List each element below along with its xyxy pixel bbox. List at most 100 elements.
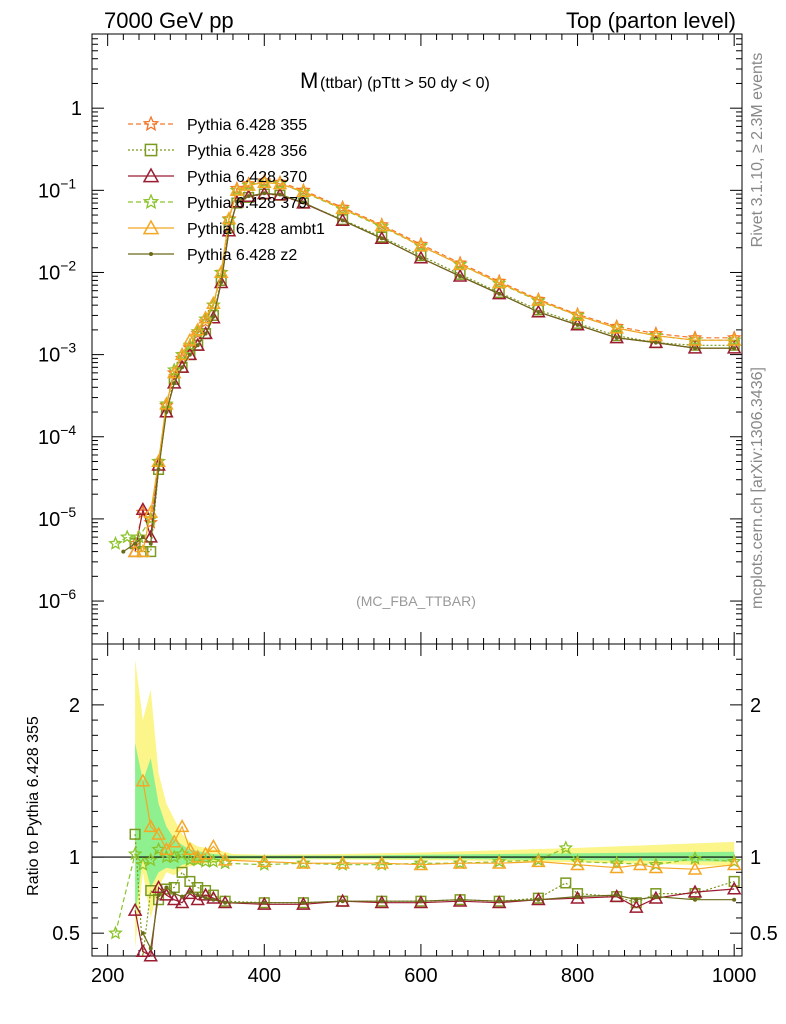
- y-tick-label: 1: [69, 847, 80, 869]
- legend-entry: Pythia 6.428 356: [128, 143, 307, 160]
- ratio-point: [223, 900, 228, 905]
- ratio-line: [142, 780, 735, 870]
- ratio-point: [726, 857, 742, 871]
- data-point: [732, 346, 737, 351]
- legend-entry: Pythia 6.428 ambt1: [128, 219, 325, 238]
- ratio-point: [536, 897, 541, 902]
- data-point: [211, 314, 216, 319]
- ratio-point: [127, 902, 143, 916]
- ratio-point: [180, 894, 185, 899]
- ratio-point: [379, 899, 384, 904]
- data-point: [135, 501, 151, 516]
- data-point: [570, 306, 585, 321]
- ratio-line: [142, 886, 735, 951]
- legend-marker: [149, 252, 153, 256]
- ratio-point: [609, 855, 625, 870]
- legend-label: Pythia 6.428 370: [187, 169, 307, 186]
- data-point: [491, 273, 507, 288]
- ratio-point: [687, 850, 703, 865]
- ratio-point: [257, 854, 272, 868]
- stat-band: [135, 742, 735, 918]
- main-plot-series: [108, 173, 742, 558]
- ratio-point: [413, 855, 429, 870]
- ratio-point: [164, 885, 169, 890]
- legend-label: Pythia 6.428 356: [187, 143, 307, 160]
- data-point: [531, 291, 546, 306]
- ratio-point: [262, 900, 267, 905]
- data-point: [231, 197, 243, 209]
- ratio-point: [135, 943, 151, 957]
- ratio-point: [693, 897, 698, 902]
- ratio-plot-ticks: 200 400 600 800 1000 0.5 0.5 1 1 2 2: [52, 644, 778, 987]
- data-point: [234, 199, 239, 204]
- y-tick-label: 1: [71, 98, 82, 120]
- data-point: [452, 268, 468, 282]
- data-point: [726, 332, 742, 346]
- ratio-point: [560, 877, 572, 889]
- legend-entry: Pythia 6.428 379: [128, 193, 307, 212]
- ratio-point: [257, 896, 272, 910]
- data-point: [413, 236, 429, 251]
- header-left: 7000 GeV pp: [104, 8, 234, 33]
- legend: Pythia 6.428 355 Pythia 6.428 356 Pythia 6…: [128, 115, 325, 264]
- data-point: [609, 320, 624, 334]
- ratio-point: [726, 881, 742, 895]
- ratio-point: [151, 826, 166, 840]
- data-point: [135, 544, 151, 558]
- ratio-point: [558, 840, 574, 855]
- ratio-point: [160, 883, 172, 895]
- data-point: [166, 365, 182, 379]
- data-point: [687, 332, 703, 347]
- y-tick-label: 10−3: [38, 340, 76, 367]
- ratio-point: [340, 899, 345, 904]
- ratio-point: [629, 899, 644, 913]
- x-tick-label: 200: [91, 965, 124, 987]
- ratio-point: [614, 893, 619, 898]
- y-tick-label: 10−5: [38, 504, 76, 531]
- ratio-point: [206, 890, 221, 904]
- data-point: [213, 264, 229, 279]
- ratio-series: [140, 885, 737, 951]
- data-point: [213, 264, 229, 279]
- ratio-point: [452, 855, 468, 870]
- ratio-point: [296, 855, 311, 870]
- data-point: [203, 331, 208, 336]
- data-point: [127, 544, 143, 558]
- plot-title-rest: (ttbar) (pTtt > 50 dy < 0): [320, 75, 490, 92]
- ratio-point: [570, 857, 585, 871]
- data-point: [374, 217, 390, 232]
- ratio-point: [151, 879, 166, 894]
- data-point: [159, 404, 174, 418]
- ratio-point: [217, 852, 233, 866]
- x-tick-label: 600: [404, 965, 437, 987]
- data-point: [148, 541, 153, 546]
- ratio-point: [452, 893, 468, 907]
- ratio-point: [634, 897, 639, 902]
- ratio-point: [172, 891, 177, 896]
- ratio-point: [374, 895, 390, 909]
- data-point: [174, 359, 190, 373]
- legend-label: Pythia 6.428 355: [187, 117, 307, 134]
- y-tick-label: 10−4: [38, 422, 76, 449]
- legend-marker: [142, 219, 160, 235]
- data-point: [164, 410, 169, 415]
- data-point: [227, 227, 232, 232]
- data-point: [187, 352, 192, 357]
- ratio-point: [687, 861, 703, 875]
- ratio-point: [108, 925, 123, 940]
- data-point: [374, 219, 390, 233]
- y-tick-label: 10−6: [38, 586, 76, 613]
- series-line: [122, 192, 735, 553]
- data-point: [335, 199, 350, 214]
- data-point: [166, 365, 182, 380]
- data-point: [156, 467, 161, 472]
- ratio-point: [497, 899, 502, 904]
- ratio-point: [182, 841, 198, 856]
- ratio-point: [143, 852, 158, 867]
- data-point: [491, 286, 507, 300]
- data-point: [570, 307, 585, 321]
- source-label: mcplots.cern.ch [arXiv:1306.3436]: [749, 367, 766, 609]
- data-point: [140, 535, 145, 540]
- data-point: [491, 275, 507, 289]
